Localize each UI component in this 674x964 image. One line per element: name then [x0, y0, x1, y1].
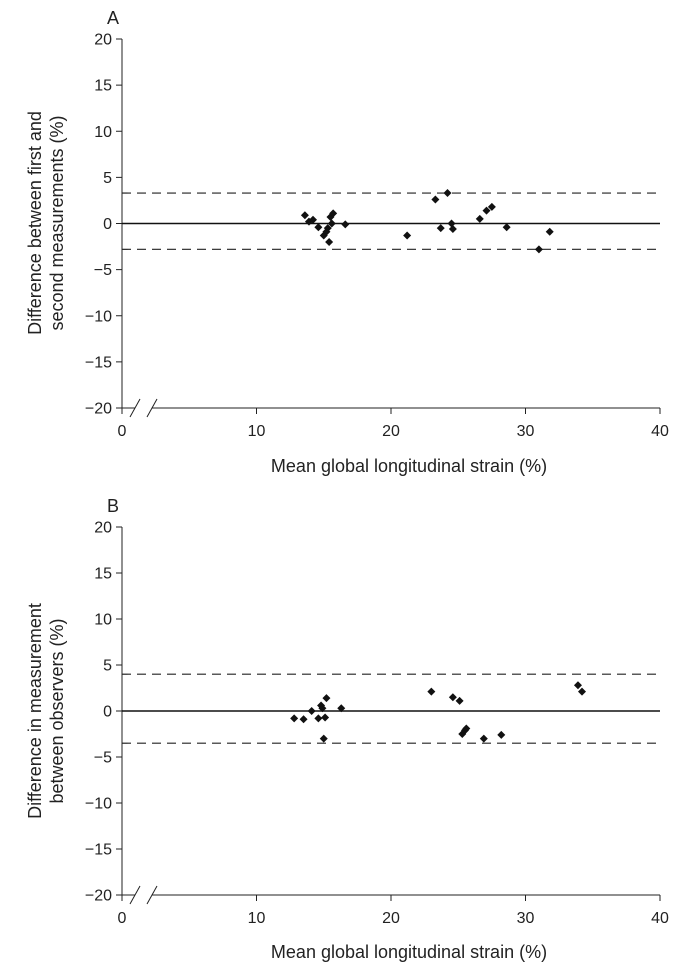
- panel-letter: B: [107, 496, 119, 516]
- data-point: [337, 704, 346, 713]
- data-point: [497, 730, 506, 739]
- x-axis-label: Mean global longitudinal strain (%): [271, 456, 547, 476]
- y-tick-label: −10: [85, 308, 112, 325]
- x-tick-label: 0: [118, 423, 127, 440]
- y-tick-label: 10: [94, 124, 112, 141]
- y-tick-label: −5: [94, 262, 112, 279]
- y-tick-label: 0: [103, 704, 112, 721]
- y-tick-label: −10: [85, 796, 112, 813]
- panel-letter: A: [107, 8, 119, 28]
- panel-a: A 20 15 10 5 0 −5 −10 −15 −20 0 10 20 30 40 Mean global…: [25, 8, 669, 476]
- data-point: [323, 224, 332, 233]
- data-point: [403, 231, 412, 240]
- data-point: [314, 714, 323, 723]
- y-tick-label: −15: [85, 354, 112, 371]
- data-point: [327, 219, 336, 228]
- x-tick-label: 20: [382, 423, 400, 440]
- data-point: [318, 704, 327, 713]
- data-point: [322, 694, 331, 703]
- axis-break-mark: [129, 885, 141, 905]
- data-point: [475, 214, 484, 223]
- y-tick-label: 15: [94, 78, 112, 95]
- data-point: [487, 202, 496, 211]
- x-tick-label: 20: [382, 910, 400, 927]
- data-point: [447, 219, 456, 228]
- data-point: [573, 681, 582, 690]
- y-tick-label: −15: [85, 842, 112, 859]
- data-point: [300, 211, 309, 220]
- data-point: [482, 206, 491, 215]
- y-tick-label: 0: [103, 216, 112, 233]
- data-point: [341, 220, 350, 229]
- axis-break-mark: [146, 398, 158, 418]
- axis-break-mark: [129, 398, 141, 418]
- data-point: [307, 707, 316, 715]
- data-point: [534, 245, 543, 254]
- data-point: [448, 225, 457, 234]
- data-point: [314, 223, 323, 232]
- x-tick-label: 10: [248, 423, 266, 440]
- data-point: [443, 189, 452, 198]
- data-point: [455, 696, 464, 705]
- data-point: [325, 237, 334, 246]
- y-tick-label: 15: [94, 566, 112, 583]
- data-point: [436, 224, 445, 233]
- x-tick-label: 0: [118, 910, 127, 927]
- y-tick-label: 20: [94, 32, 112, 49]
- y-axis-label: Difference in measurement between observe…: [25, 603, 67, 819]
- y-tick-label: 5: [103, 658, 112, 675]
- data-point: [502, 223, 511, 232]
- x-tick-label: 30: [517, 910, 535, 927]
- data-point: [321, 713, 330, 722]
- data-point: [479, 734, 488, 743]
- data-point: [545, 227, 554, 236]
- y-tick-label: −5: [94, 750, 112, 767]
- x-axis-label: Mean global longitudinal strain (%): [271, 942, 547, 962]
- data-point: [329, 209, 338, 218]
- panel-b: B 20 15 10 5 0 −5 −10 −15 −20 0 10 20 30 40 Mean global…: [25, 496, 669, 962]
- data-point: [448, 693, 457, 702]
- data-point: [427, 687, 436, 696]
- y-axis-label: Difference between first and second measu…: [25, 111, 67, 335]
- y-tick-label: 20: [94, 520, 112, 537]
- data-point: [290, 714, 299, 723]
- data-point: [299, 715, 308, 724]
- x-tick-label: 10: [248, 910, 266, 927]
- y-tick-label: −20: [85, 888, 112, 905]
- data-point: [577, 687, 586, 696]
- x-tick-label: 40: [651, 910, 669, 927]
- data-point: [319, 734, 328, 743]
- y-tick-label: 5: [103, 170, 112, 187]
- axis-break-mark: [146, 885, 158, 905]
- y-tick-label: −20: [85, 401, 112, 418]
- y-tick-label: 10: [94, 612, 112, 629]
- x-tick-label: 40: [651, 423, 669, 440]
- x-tick-label: 30: [517, 423, 535, 440]
- data-point: [462, 724, 471, 733]
- data-point: [431, 195, 440, 204]
- data-point: [308, 215, 317, 224]
